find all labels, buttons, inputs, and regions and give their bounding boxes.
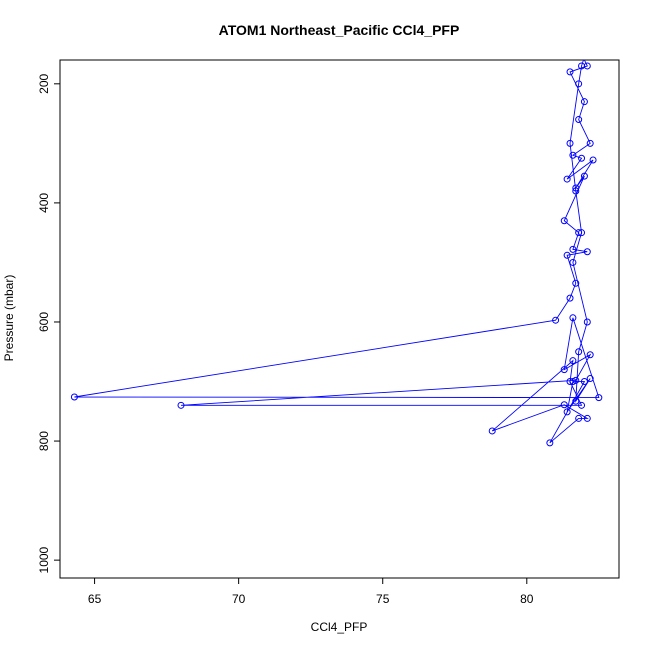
data-point: [569, 357, 577, 365]
data-point: [546, 439, 554, 447]
x-axis-label: CCl4_PFP: [311, 620, 368, 634]
plot-frame: [59, 59, 620, 579]
data-point: [572, 279, 580, 287]
data-point: [569, 245, 577, 253]
x-tick-label: 75: [376, 592, 390, 606]
y-tick-label: 1000: [37, 546, 51, 573]
data-point: [575, 414, 583, 422]
data-point: [566, 378, 574, 386]
data-point: [575, 80, 583, 88]
data-point: [583, 248, 591, 256]
data-point: [569, 378, 577, 386]
data-point: [578, 62, 586, 70]
y-tick-label: 800: [37, 431, 51, 451]
data-point: [177, 401, 185, 409]
data-point: [586, 351, 594, 359]
data-point: [586, 139, 594, 147]
data-point: [572, 184, 580, 192]
data-point: [560, 366, 568, 374]
data-point: [580, 98, 588, 106]
data-point: [563, 408, 571, 416]
y-axis-label: Pressure (mbar): [2, 275, 16, 362]
x-tick-label: 80: [520, 592, 534, 606]
y-tick-label: 600: [37, 312, 51, 332]
data-point: [575, 348, 583, 356]
data-point: [586, 375, 594, 383]
data-point: [583, 414, 591, 422]
data-point: [578, 401, 586, 409]
y-tick-label: 400: [37, 193, 51, 213]
data-point: [563, 251, 571, 259]
data-point: [569, 314, 577, 322]
chart-title: ATOM1 Northeast_Pacific CCl4_PFP: [219, 22, 460, 38]
data-point: [569, 151, 577, 159]
data-point: [572, 187, 580, 195]
y-axis: 200 400 600 800 1000: [37, 73, 60, 573]
data-point: [575, 229, 583, 237]
y-tick-label: 200: [37, 73, 51, 93]
data-point: [589, 156, 597, 164]
data-point: [575, 116, 583, 124]
x-tick-label: 70: [232, 592, 246, 606]
data-point: [560, 217, 568, 225]
data-point: [488, 427, 496, 435]
data-point: [566, 68, 574, 76]
data-point: [563, 175, 571, 183]
data-point: [580, 172, 588, 180]
data-point: [580, 378, 588, 386]
data-point: [560, 401, 568, 409]
series-line: [74, 60, 600, 444]
data-point: [566, 294, 574, 302]
data-point: [569, 258, 577, 266]
data-point: [578, 154, 586, 162]
plot-layer: [70, 60, 603, 447]
data-point: [566, 139, 574, 147]
data-point: [552, 316, 560, 324]
data-point: [583, 318, 591, 326]
data-point: [572, 397, 580, 405]
data-point: [70, 393, 78, 401]
x-tick-label: 65: [88, 592, 102, 606]
data-point: [595, 394, 603, 402]
x-axis: 65 70 75 80: [88, 578, 534, 606]
data-point: [578, 229, 586, 237]
